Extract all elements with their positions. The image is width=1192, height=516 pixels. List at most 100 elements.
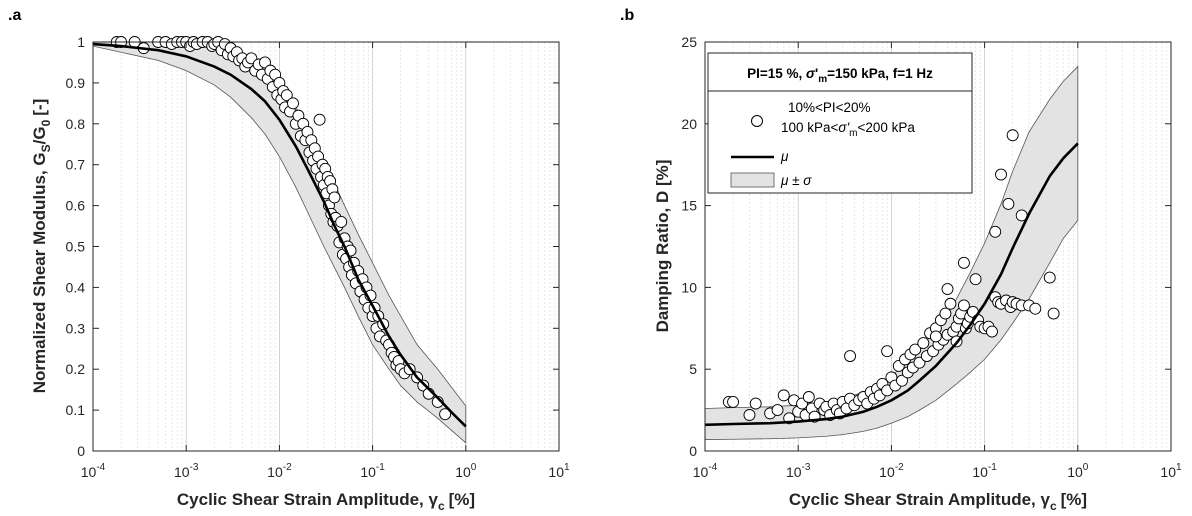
data-point (939, 307, 952, 320)
x-tick-label: 101 (548, 462, 570, 480)
data-point (957, 299, 970, 312)
panel-b-axes-box (704, 41, 1172, 452)
panel-b-xlabel-unit: [%] (1061, 490, 1087, 509)
data-point (909, 343, 922, 356)
x-tick-label: 100 (1067, 462, 1089, 480)
panel-a-ylabel-sub1: S (39, 144, 53, 152)
data-point (986, 325, 998, 338)
y-tick-label: 0.5 (66, 239, 86, 255)
data-point (917, 337, 930, 349)
data-point (1006, 129, 1019, 142)
panel-a-label: .a (8, 7, 21, 24)
y-tick-label: 0.9 (66, 75, 86, 91)
y-tick-label: 0 (77, 443, 85, 459)
legend-title-prime: ' (815, 66, 818, 81)
legend-data-line2-a: 100 kPa< (781, 120, 839, 135)
data-point (1002, 198, 1015, 210)
data-point (439, 408, 452, 421)
data-point (913, 356, 926, 369)
data-point (944, 297, 957, 310)
x-tick-label: 10-1 (360, 462, 385, 480)
panel-b-legend: PI=15 %, σ'm=150 kPa, f=1 Hz 10%<PI<20% … (707, 52, 973, 194)
y-tick-label: 0.3 (66, 320, 86, 336)
legend-data-line2-sub: m (849, 128, 857, 139)
panel-a-ticks: 10-4 10-3 10-2 10-1 100 101 0 0.1 0.2 0.3 0.4 0.5 0.… (66, 34, 570, 480)
legend-mean-label: μ (780, 149, 789, 164)
data-point (771, 404, 784, 417)
y-tick-label: 0.6 (66, 198, 86, 214)
panel-a-xlabel-unit: [%] (449, 490, 475, 509)
y-tick-label: 5 (689, 361, 697, 377)
x-tick-label: 10-3 (174, 462, 199, 480)
data-point (957, 256, 970, 269)
panel-b-ticks: 10-4 10-3 10-2 10-1 100 101 0 5 10 15 20 25 (681, 34, 1182, 480)
y-tick-label: 0.2 (66, 361, 86, 377)
data-point (1043, 271, 1056, 284)
panel-a-ylabel-unit: [-] (30, 99, 49, 116)
data-point (929, 330, 942, 343)
panel-a-xlabel-sub: c (438, 499, 445, 513)
y-tick-label: 0.8 (66, 116, 86, 132)
panel-a: .a 10-4 10-3 10-2 10-1 100 101 0 0.1 0.2 0.3 0.4 0.… (8, 7, 570, 513)
x-tick-label: 10-3 (786, 462, 811, 480)
data-point (941, 283, 954, 295)
legend-title-sigma: σ (806, 66, 816, 81)
panel-b-data-points (722, 129, 1060, 425)
x-tick-label: 10-4 (693, 462, 718, 480)
x-tick-label: 10-2 (267, 462, 292, 480)
data-point (881, 345, 894, 358)
panel-b-x-axis-label: Cyclic Shear Strain Amplitude, γc [%] (789, 490, 1087, 513)
data-point (280, 89, 293, 102)
panel-b-xlabel-main: Cyclic Shear Strain Amplitude, γ (789, 490, 1051, 509)
data-point (743, 409, 756, 421)
data-point (1047, 307, 1060, 320)
y-tick-label: 15 (681, 198, 697, 214)
x-tick-label: 100 (455, 462, 477, 480)
data-point (749, 397, 762, 410)
legend-title-sub: m (818, 74, 827, 85)
data-point (896, 374, 908, 387)
y-tick-label: 10 (681, 279, 697, 295)
panel-a-y-axis-label: Normalized Shear Modulus, GS/G0 [-] (30, 99, 53, 394)
data-point (995, 168, 1007, 181)
panel-b: .b 10-4 10-3 10-2 10-1 100 101 0 5 10 15 20 25 PI=1… (620, 7, 1182, 513)
legend-data-line2-b: <200 kPa (857, 120, 915, 135)
panel-b-y-axis-label: Damping Ratio, D [%] (653, 160, 672, 333)
data-point (802, 391, 815, 403)
y-tick-label: 20 (681, 116, 697, 132)
legend-band-swatch (730, 172, 775, 188)
panel-b-xlabel-sub: c (1050, 499, 1057, 513)
data-point (989, 225, 1002, 238)
data-point (727, 395, 740, 408)
data-point (777, 389, 790, 402)
y-tick-label: 0.4 (66, 279, 86, 295)
y-tick-label: 0 (689, 443, 697, 459)
panel-b-label: .b (620, 7, 634, 24)
data-point (417, 379, 430, 392)
legend-data-line1: 10%<PI<20% (788, 100, 871, 115)
panel-b-mean-curve (704, 142, 1079, 427)
legend-marker-circle (751, 115, 763, 127)
panel-a-mean-curve (92, 42, 467, 428)
panel-a-xlabel-main: Cyclic Shear Strain Amplitude, γ (177, 490, 439, 509)
legend-title-b: =150 kPa, f=1 Hz (827, 66, 933, 81)
data-point (844, 350, 856, 363)
panel-a-ylabel-mid: /G (30, 126, 49, 144)
data-point (259, 56, 271, 69)
legend-title-a: PI=15 %, (747, 66, 806, 81)
panel-a-ylabel-main: Normalized Shear Modulus, G (30, 152, 49, 393)
data-point (328, 191, 341, 204)
x-tick-label: 101 (1160, 462, 1182, 480)
data-point (335, 216, 348, 228)
data-point (287, 97, 299, 110)
y-tick-label: 0.1 (66, 402, 86, 418)
x-tick-label: 10-2 (879, 462, 904, 480)
x-tick-label: 10-4 (81, 462, 106, 480)
y-tick-label: 1 (77, 34, 85, 50)
legend-title: PI=15 %, σ'm=150 kPa, f=1 Hz (747, 66, 933, 85)
panel-a-ylabel-sub2: 0 (39, 119, 53, 126)
y-tick-label: 25 (681, 34, 697, 50)
x-tick-label: 10-1 (972, 462, 997, 480)
data-point (313, 113, 326, 126)
legend-data-line2-sigma: σ' (838, 120, 849, 135)
